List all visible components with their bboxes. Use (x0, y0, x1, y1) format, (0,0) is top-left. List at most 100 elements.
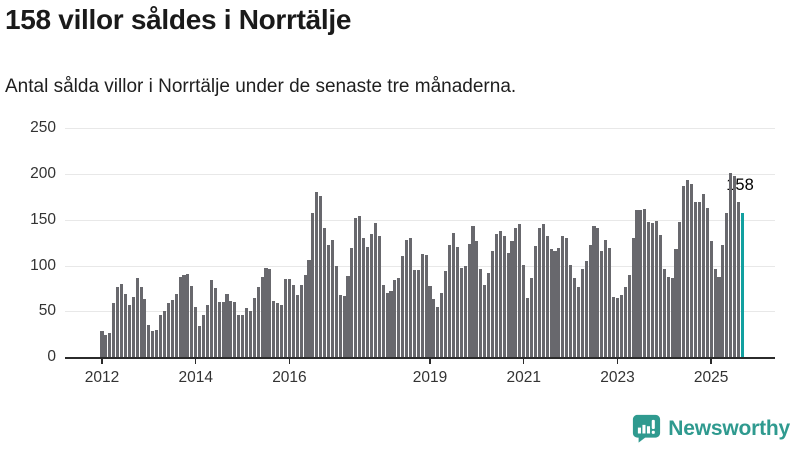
bar (537, 228, 541, 357)
gridline (65, 128, 775, 130)
bar (561, 236, 565, 357)
bar (205, 304, 209, 357)
bar (201, 314, 206, 357)
bar (658, 235, 662, 357)
bar (178, 276, 182, 357)
bar (471, 226, 475, 357)
x-axis-tick-label: 2016 (272, 369, 307, 386)
y-axis-tick-label: 200 (30, 165, 56, 183)
bar (604, 239, 608, 357)
highlight-bar (740, 212, 744, 357)
bar (139, 287, 143, 357)
bar (654, 220, 659, 357)
bar (592, 226, 596, 357)
x-axis-line (65, 357, 775, 359)
bar (350, 248, 354, 357)
bar (362, 238, 366, 357)
x-axis-tick-label: 2019 (412, 369, 448, 386)
bar (405, 239, 409, 357)
bar (514, 228, 518, 357)
bar (682, 185, 686, 357)
bar (522, 264, 526, 357)
bar (280, 304, 284, 357)
bar (287, 279, 291, 357)
bar (736, 201, 741, 357)
bar (127, 304, 131, 357)
bar (291, 284, 295, 357)
bar (666, 276, 670, 357)
bar (600, 250, 604, 357)
bar (588, 244, 592, 357)
gridline (65, 265, 775, 267)
x-axis-tick-label: 2012 (84, 369, 120, 386)
bar (272, 301, 276, 357)
bar (225, 293, 229, 357)
bar (393, 280, 397, 357)
bar (162, 311, 167, 357)
bar (694, 202, 698, 357)
bar (315, 192, 319, 357)
bar (631, 238, 635, 357)
y-axis-tick-label: 50 (38, 302, 56, 320)
gridline (65, 311, 775, 313)
bar (112, 303, 116, 357)
bar (553, 250, 557, 357)
bar (358, 216, 362, 357)
bar (377, 236, 381, 357)
bar (455, 247, 459, 357)
bar (662, 269, 666, 357)
bar (487, 272, 491, 357)
bar (401, 256, 405, 357)
bar-chart: 158 0 50 100 150 200 250 2012 2014 2016 2019 2021 2… (0, 112, 800, 412)
bar (533, 246, 537, 357)
bar (647, 221, 651, 357)
bar (608, 248, 612, 357)
bar (260, 277, 264, 357)
bar (295, 294, 299, 357)
bar (651, 222, 655, 357)
bar (264, 268, 268, 357)
x-axis-tick (288, 359, 291, 364)
bar (319, 196, 323, 357)
bar (670, 278, 674, 357)
bar (459, 268, 463, 357)
bar (424, 255, 428, 357)
y-axis-tick-label: 150 (30, 210, 56, 228)
bar (416, 270, 420, 357)
x-axis-tick (101, 359, 103, 364)
brand-name: Newsworthy (668, 416, 790, 440)
x-axis-tick (710, 359, 712, 364)
bar (690, 184, 694, 357)
x-axis-tick (429, 359, 431, 364)
bar (463, 266, 467, 357)
bar (545, 236, 549, 357)
bar (307, 260, 311, 357)
bar (674, 249, 678, 357)
bar (709, 240, 713, 357)
bar (241, 314, 245, 357)
bar (334, 265, 338, 357)
bar (436, 306, 440, 357)
bar (623, 286, 627, 357)
bar (248, 311, 252, 357)
bar (170, 300, 174, 357)
bar (541, 224, 545, 357)
bar (303, 274, 307, 357)
bar (479, 269, 483, 357)
bar (721, 244, 725, 357)
bar (733, 175, 737, 357)
bar (147, 324, 151, 357)
bar (221, 302, 225, 357)
bar (381, 284, 385, 357)
highlight-value-label: 158 (726, 176, 754, 194)
bar (697, 202, 701, 357)
bar (190, 285, 194, 357)
bar (233, 302, 237, 357)
bar (256, 287, 260, 357)
bar (549, 249, 553, 357)
bar (244, 307, 249, 357)
bar (530, 278, 534, 357)
bar (596, 228, 600, 357)
x-axis-tick-label: 2023 (600, 369, 635, 386)
bar (444, 271, 448, 357)
